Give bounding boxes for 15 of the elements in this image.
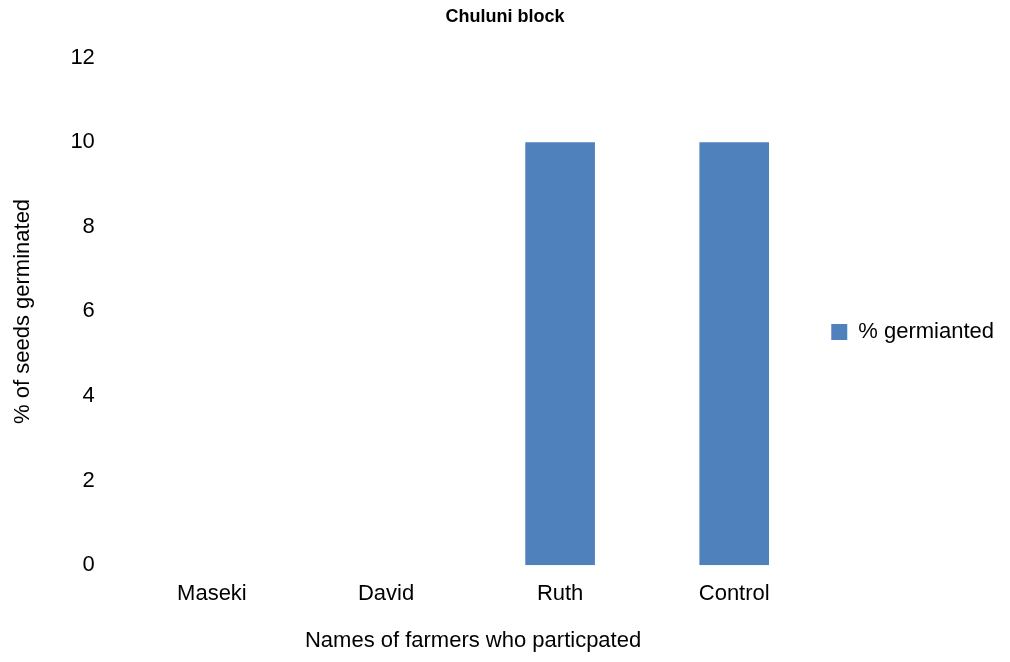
y-tick-label: 6 bbox=[82, 297, 95, 323]
y-tick-label: 10 bbox=[70, 128, 95, 154]
chart-title: Chuluni block bbox=[445, 5, 566, 26]
legend-label: % germianted bbox=[858, 318, 995, 344]
x-axis-title: Names of farmers who particpated bbox=[304, 626, 642, 652]
y-tick-label: 2 bbox=[82, 466, 95, 492]
x-tick-label: Ruth bbox=[536, 580, 584, 606]
y-tick-label: 4 bbox=[82, 382, 95, 408]
x-tick-label: David bbox=[357, 580, 415, 606]
y-tick-label: 8 bbox=[82, 212, 95, 238]
y-axis-title: % of seeds germinated bbox=[9, 198, 35, 424]
x-tick-label: Control bbox=[698, 580, 770, 606]
y-tick-label: 0 bbox=[82, 551, 95, 577]
y-tick-label: 12 bbox=[70, 43, 95, 69]
x-tick-label: Maseki bbox=[177, 580, 247, 606]
